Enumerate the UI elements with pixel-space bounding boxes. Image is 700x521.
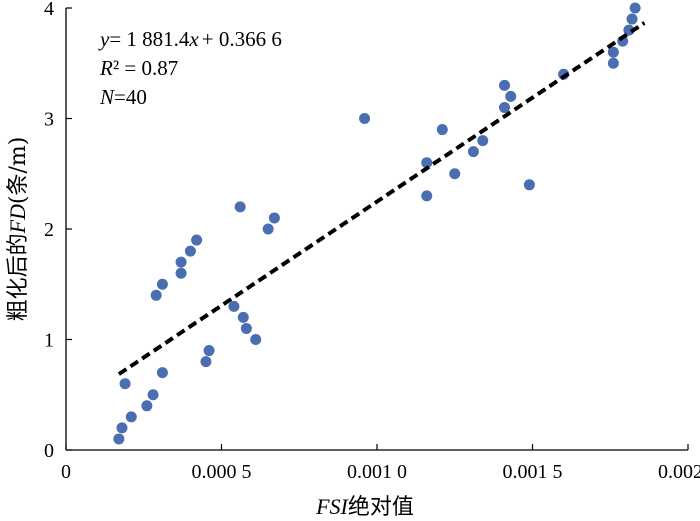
data-point: [156, 278, 168, 290]
y-tick-label: 3: [44, 109, 54, 131]
data-point: [623, 24, 635, 36]
data-point: [449, 168, 461, 180]
x-tick-label: 0: [61, 461, 71, 483]
data-point: [359, 113, 371, 124]
r-squared: R² = 0.87: [99, 56, 178, 80]
y-tick-label: 4: [44, 0, 54, 20]
data-point: [175, 267, 187, 279]
data-point: [237, 311, 249, 323]
data-point: [200, 356, 212, 368]
data-point: [268, 212, 280, 224]
data-point: [421, 190, 433, 202]
data-point: [175, 256, 187, 268]
y-axis-ticks: 0 1 2 3 4: [44, 0, 72, 462]
data-point: [156, 367, 168, 379]
data-point: [116, 422, 128, 434]
regression-equation: y= 1 881.4x + 0.366 6: [98, 27, 282, 51]
data-point: [184, 245, 196, 257]
data-point: [477, 135, 489, 147]
data-point: [228, 300, 240, 312]
data-point: [234, 201, 246, 213]
data-point: [147, 389, 159, 401]
data-point: [203, 345, 215, 357]
data-point: [629, 2, 641, 14]
data-point: [150, 289, 162, 301]
x-tick-label: 0.000 5: [192, 461, 252, 483]
data-point: [436, 124, 448, 136]
x-tick-label: 0.001 5: [503, 461, 563, 483]
data-point: [499, 101, 511, 113]
data-point: [262, 223, 274, 235]
x-tick-label: 0.002 0: [658, 461, 700, 483]
data-point: [191, 234, 203, 246]
y-tick-label: 0: [44, 440, 54, 462]
y-tick-label: 1: [44, 330, 54, 352]
data-point: [250, 334, 262, 345]
data-points: [113, 2, 641, 445]
data-point: [499, 79, 511, 91]
data-point: [125, 411, 137, 423]
x-tick-label: 0.001 0: [347, 461, 407, 483]
x-axis-label: FSI绝对值: [315, 494, 414, 520]
data-point: [523, 179, 535, 191]
data-point: [607, 46, 619, 58]
data-point: [141, 400, 153, 412]
data-point: [505, 90, 517, 102]
data-point: [607, 57, 619, 69]
data-point: [626, 13, 638, 25]
sample-size: N=40: [99, 85, 147, 109]
data-point: [119, 378, 131, 390]
trendline-group: [117, 21, 646, 376]
y-tick-label: 2: [44, 219, 54, 241]
trendline: [117, 21, 646, 376]
data-point: [240, 322, 252, 334]
data-point: [467, 146, 479, 158]
data-point: [113, 433, 125, 445]
x-axis-ticks: 0 0.000 5 0.001 0 0.001 5 0.002 0: [61, 444, 700, 483]
y-axis-label: 粗化后的FD(条/m): [5, 137, 31, 322]
data-point: [421, 157, 433, 169]
